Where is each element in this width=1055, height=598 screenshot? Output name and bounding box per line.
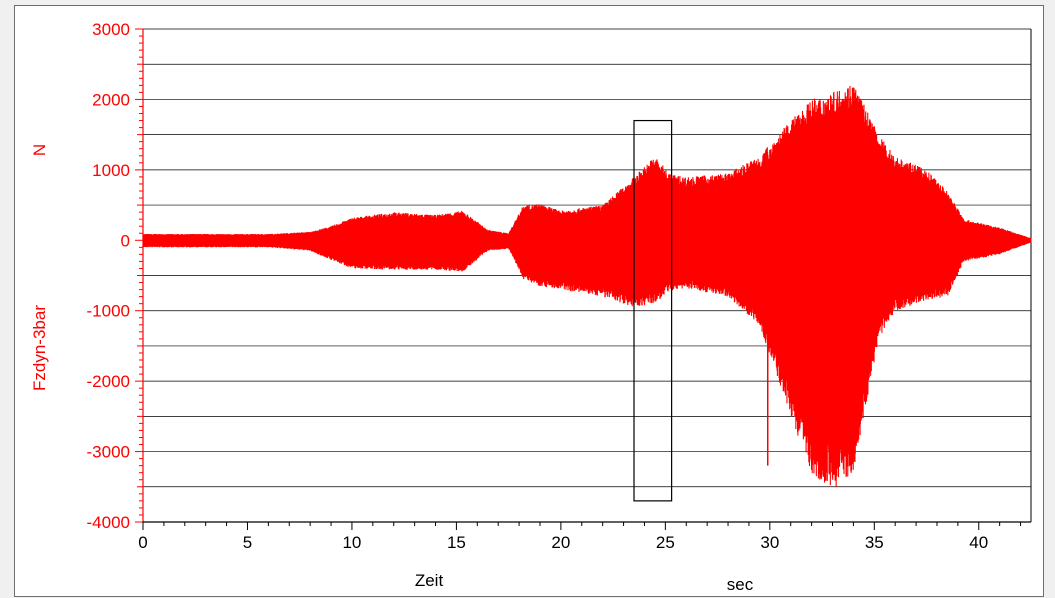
x-tick-label: 35: [865, 533, 884, 552]
x-tick-label: 40: [969, 533, 988, 552]
x-axis: 0 5 10 15 20 25 30 35 40: [138, 521, 1031, 552]
signal-series: [142, 86, 1032, 488]
line-chart: 3000 2000 1000 0 -1000 -2000 -3000 -4000 0 5 10 15…: [30, 20, 1032, 594]
signal-line: [142, 86, 1032, 488]
x-tick-label: 15: [447, 533, 466, 552]
x-axis-unit: sec: [727, 575, 754, 594]
y-axis: 3000 2000 1000 0 -1000 -2000 -3000 -4000: [87, 20, 144, 532]
highlight-box-group: [633, 119, 673, 502]
y-tick-label: 0: [121, 231, 130, 250]
y-tick-label: -3000: [87, 443, 130, 462]
x-axis-label: Zeit: [415, 571, 444, 590]
y-tick-label: -1000: [87, 302, 130, 321]
x-tick-label: 30: [760, 533, 779, 552]
y-tick-label: -4000: [87, 513, 130, 532]
y-tick-label: -2000: [87, 372, 130, 391]
y-tick-label: 3000: [92, 20, 130, 39]
x-tick-label: 20: [551, 533, 570, 552]
x-tick-label: 0: [138, 533, 147, 552]
chart-frame: 3000 2000 1000 0 -1000 -2000 -3000 -4000 0 5 10 15…: [14, 5, 1044, 597]
grid-lines: [143, 28, 1032, 522]
x-tick-label: 25: [656, 533, 675, 552]
y-tick-label: 1000: [92, 161, 130, 180]
x-tick-label: 5: [243, 533, 252, 552]
highlight-box: [633, 119, 673, 502]
x-tick-label: 10: [342, 533, 361, 552]
y-axis-label: Fzdyn-3bar: [30, 305, 49, 391]
y-axis-unit: N: [30, 144, 49, 156]
y-tick-label: 2000: [92, 90, 130, 109]
